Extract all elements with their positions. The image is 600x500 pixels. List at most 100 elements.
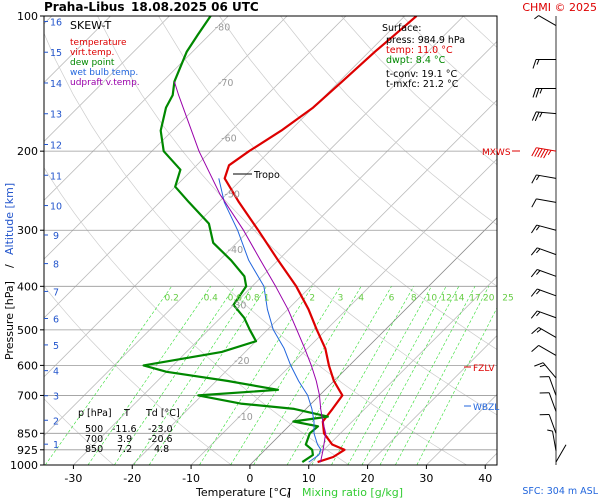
wind-barb-flag (531, 224, 538, 234)
mixing-ratio-label: 17 (469, 293, 480, 303)
altitude-tick-label: 8 (53, 260, 59, 271)
altitude-tick-label: 3 (53, 392, 59, 403)
table-header-t: T (123, 408, 130, 419)
mixing-ratio-line (114, 286, 236, 465)
surface-press: press: 984.9 hPa (386, 35, 465, 46)
wind-barb-shaft (548, 414, 557, 434)
wind-barb-flag (532, 59, 537, 69)
wet-bulb-trace (218, 178, 322, 463)
pressure-tick-label: 600 (17, 359, 38, 372)
chart-axes: -80-70-60-50-40-30-20-100.2 0.4 0.6 0.8 1 2 3 4… (10, 10, 514, 485)
isotherm-line (44, 16, 347, 319)
wind-barb-flag (535, 175, 540, 181)
dry-adiabat-line (219, 16, 497, 287)
isotherm-label: -30 (231, 301, 247, 312)
pressure-tick-label: 400 (17, 280, 38, 293)
x-tick-label: 10 (302, 472, 316, 485)
mixing-ratio-label: 0.6 (228, 293, 243, 303)
isotherm-line (367, 335, 497, 465)
mixing-ratio-line (395, 286, 490, 465)
x-axis-title-temperature: Temperature [°C] (195, 486, 291, 499)
plot-frame (43, 15, 498, 466)
wind-barb-shaft (555, 444, 567, 463)
table-row-850-t: 7.2 (117, 444, 132, 455)
table-row-850-p: 850 (85, 444, 103, 455)
wind-barb-flag (535, 88, 540, 98)
table-row-850-td: 4.8 (154, 444, 169, 455)
pressure-tick-label: 925 (17, 444, 38, 457)
isotherm-label: -80 (215, 23, 231, 34)
isotherm-line (44, 16, 288, 260)
legend-wet-bulb: wet bulb temp. (70, 68, 138, 78)
mixing-ratio-line (230, 286, 341, 465)
x-tick-label: 40 (478, 472, 492, 485)
altitude-tick-label: 11 (50, 171, 62, 182)
table-row-500-p: 500 (85, 424, 103, 435)
mixing-ratio-label: 14 (453, 293, 465, 303)
mixing-ratio-line (199, 286, 313, 465)
pressure-tick-label: 700 (17, 389, 38, 402)
wind-barbs (530, 15, 567, 465)
pressure-tick-label: 200 (17, 145, 38, 158)
x-tick-label: -10 (182, 472, 200, 485)
wind-barb-flag (536, 270, 541, 275)
surface-tconv: t-conv: 19.1 °C (386, 69, 457, 80)
wind-barb-flag (539, 88, 543, 94)
table-header-td: Td [°C] (145, 408, 180, 419)
wind-barb-flag (547, 429, 553, 432)
wind-barb-flag (532, 88, 537, 98)
wind-barb-flag (540, 149, 546, 158)
legend-virt-temp: virt.temp. (70, 48, 114, 58)
x-tick-label: 0 (246, 472, 253, 485)
level-fzlv-label: FZLV (473, 364, 495, 374)
isotherm-line (249, 217, 497, 465)
isotherm-line (308, 276, 497, 465)
dry-adiabat-line (341, 16, 497, 166)
x-tick-label: 30 (419, 472, 433, 485)
isotherm-label: -10 (237, 412, 253, 423)
altitude-tick-label: 13 (50, 110, 62, 121)
isotherm-label: -20 (234, 356, 250, 367)
wind-barb-shaft (542, 362, 557, 379)
mixing-ratio-line (347, 286, 447, 465)
altitude-tick-label: 4 (53, 367, 59, 378)
pressure-tick-label: 1000 (10, 459, 38, 472)
wind-barb-shaft (536, 111, 557, 115)
table-header-p: p [hPa] (78, 408, 112, 419)
wind-barb-shaft (548, 392, 557, 412)
wind-barb-flag (531, 198, 537, 208)
y-axis-title-altitude: Altitude [km] (3, 183, 16, 255)
wind-barb-flag (534, 362, 544, 367)
wind-barb-flag (534, 111, 540, 122)
dry-adiabat-line (158, 16, 497, 350)
wind-barb-flag (543, 149, 549, 159)
level-wbzl-label: WBZL (473, 403, 499, 413)
x-axis-title-mixing: Mixing ratio [g/kg] (302, 486, 403, 499)
wind-barb-flag (536, 248, 541, 254)
wind-barb-flag (531, 147, 537, 157)
surface-tmxfc: t-mxfc: 21.2 °C (386, 79, 459, 90)
altitude-tick-label: 1 (53, 440, 59, 451)
credit-text: CHMI © 2025 (522, 1, 597, 14)
updraft-trace (173, 81, 327, 463)
wind-barb-flag (537, 148, 543, 158)
surface-temp: temp: 11.0 °C (386, 45, 453, 56)
legend-temperature: temperature (70, 38, 127, 48)
isotherm-line (484, 452, 497, 465)
wind-barb-flag (530, 310, 538, 319)
wind-barb-shaft (538, 15, 557, 26)
mixing-ratio-label: 12 (440, 293, 451, 303)
dry-adiabat-line (280, 16, 497, 226)
mixing-ratio-label: 0.8 (245, 293, 260, 303)
wind-barb-shaft (537, 288, 557, 297)
wind-barb-shaft (536, 224, 557, 231)
wind-barb-flag (531, 345, 540, 353)
surface-title: Surface: (382, 23, 421, 34)
wind-barb-shaft (552, 431, 557, 451)
legend-dew-point: dew point (70, 58, 115, 68)
mixing-ratio-label: 2 (309, 293, 315, 303)
mixing-ratio-line (87, 286, 212, 465)
mixing-ratio-label: 8 (411, 293, 417, 303)
wind-barb-shaft (536, 198, 557, 203)
